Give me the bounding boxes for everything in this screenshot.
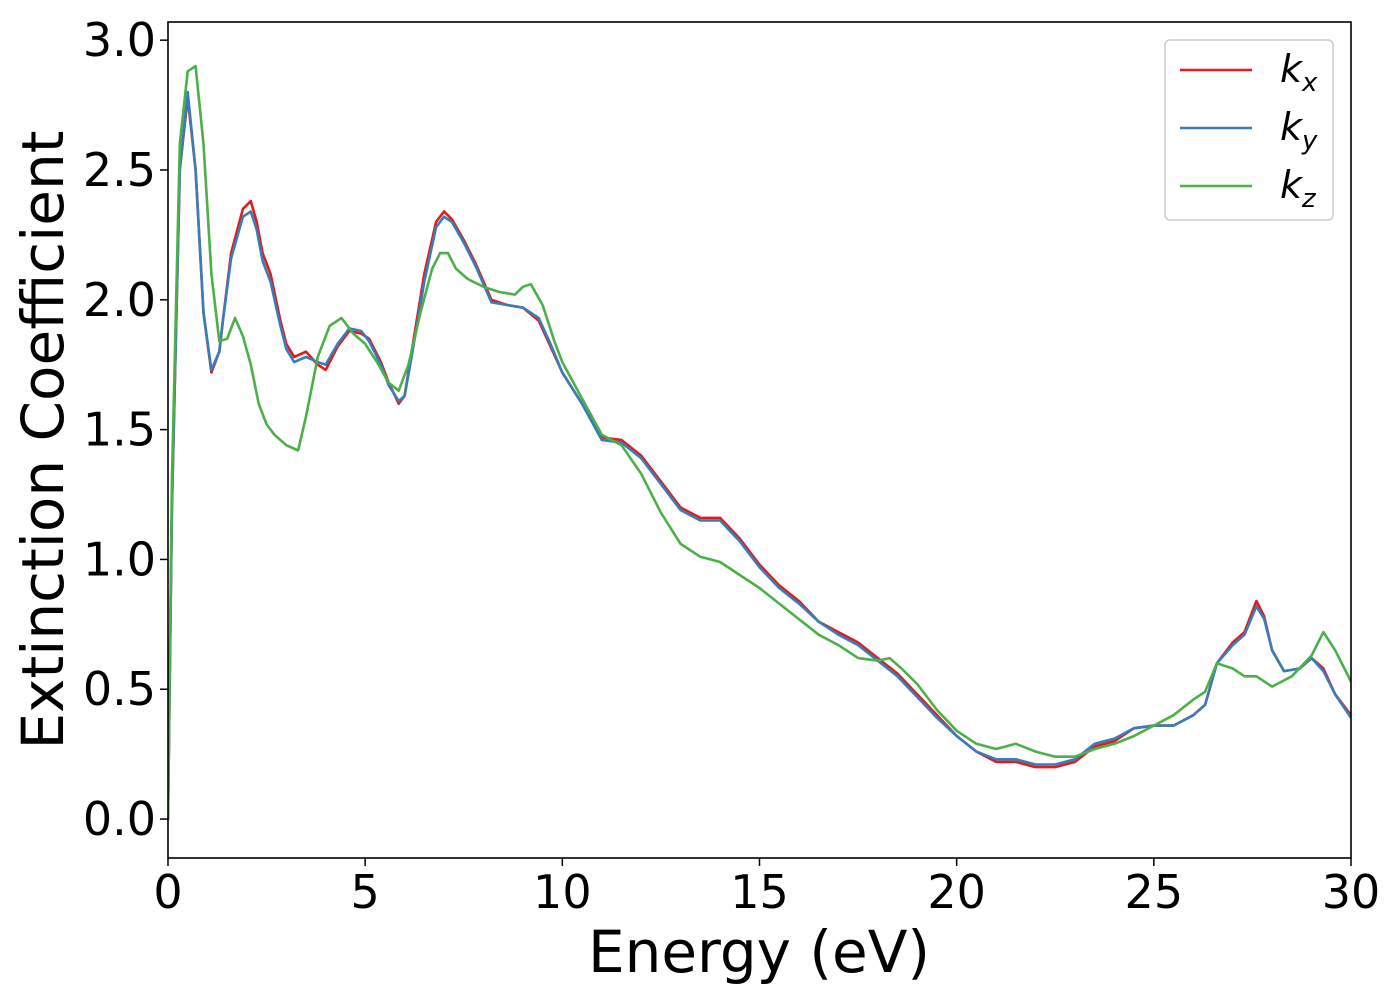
y-axis-label: Extinction Coefficient: [9, 131, 77, 750]
x-tick-label: 0: [153, 865, 182, 919]
plot-area: [168, 22, 1351, 858]
y-tick-label: 2.5: [83, 143, 156, 197]
y-tick-label: 0.5: [83, 662, 156, 716]
y-tick-label: 1.0: [83, 532, 156, 586]
x-axis-label: Energy (eV): [588, 918, 930, 986]
series-line-ky: [168, 90, 1351, 821]
legend-box: [1164, 39, 1334, 221]
x-tick-label: 20: [927, 865, 986, 919]
x-axis: 0 5 10 15 20 25 30: [153, 858, 1380, 919]
legend: kx ky kz: [1164, 39, 1334, 221]
x-tick-label: 25: [1125, 865, 1184, 919]
x-tick-label: 30: [1322, 865, 1381, 919]
x-tick-label: 15: [730, 865, 789, 919]
x-tick-label: 5: [351, 865, 380, 919]
y-tick-label: 2.0: [83, 273, 156, 327]
series-layer: [168, 64, 1351, 821]
legend-label-kz: kz: [1280, 163, 1317, 214]
series-line-kz: [168, 64, 1351, 821]
x-tick-label: 10: [533, 865, 592, 919]
legend-label-ky: ky: [1280, 105, 1318, 156]
y-tick-label: 0.0: [83, 792, 156, 846]
y-tick-label: 3.0: [83, 13, 156, 67]
y-tick-label: 1.5: [83, 403, 156, 457]
legend-label-kx: kx: [1280, 47, 1318, 98]
y-axis: 0.0 0.5 1.0 1.5 2.0 2.5 3.0: [83, 13, 168, 846]
